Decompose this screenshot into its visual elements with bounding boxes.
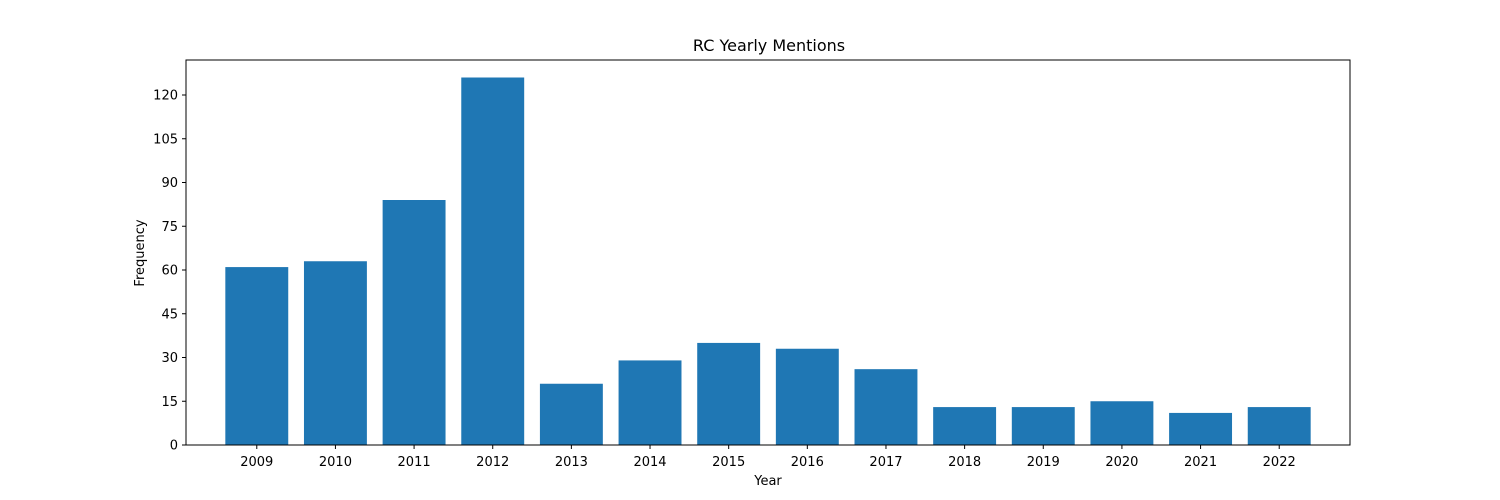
bar-2021 — [1169, 412, 1233, 445]
x-tick-label: 2019 — [1027, 455, 1060, 470]
bar-2009 — [225, 267, 289, 445]
bar-2011 — [382, 200, 446, 445]
y-tick-label: 45 — [161, 307, 178, 322]
x-tick-label: 2020 — [1105, 455, 1138, 470]
bar-2013 — [539, 383, 603, 445]
y-tick-label: 120 — [153, 89, 178, 104]
x-tick-label: 2014 — [633, 455, 666, 470]
y-tick-label: 75 — [161, 220, 178, 235]
x-tick-label: 2018 — [948, 455, 981, 470]
x-tick-label: 2017 — [869, 455, 902, 470]
bar-2016 — [775, 348, 839, 445]
x-tick-label: 2021 — [1184, 455, 1217, 470]
y-tick-label: 60 — [161, 264, 178, 279]
bar-2014 — [618, 360, 682, 445]
bar-2017 — [854, 369, 918, 445]
y-tick-label: 90 — [161, 176, 178, 191]
bar-2015 — [697, 342, 761, 445]
plot-frame — [185, 59, 1351, 446]
chart-title: RC Yearly Mentions — [693, 36, 845, 55]
bar-2012 — [461, 77, 525, 445]
x-tick-label: 2015 — [712, 455, 745, 470]
x-tick-label: 2012 — [476, 455, 509, 470]
y-ticks-group: 0 15 30 45 60 75 90 105 120 — [153, 89, 186, 454]
x-axis-label: Year — [753, 474, 782, 489]
y-tick-label: 30 — [161, 351, 178, 366]
x-ticks-group: 2009 2010 2011 2012 2013 2014 2015 2016 2017 2018… — [240, 445, 1296, 470]
bar-2010 — [303, 261, 367, 445]
x-tick-label: 2009 — [240, 455, 273, 470]
y-axis-label: Frequency — [133, 219, 148, 286]
bar-2022 — [1247, 407, 1311, 445]
bar-2018 — [933, 407, 997, 445]
x-tick-label: 2022 — [1263, 455, 1296, 470]
x-tick-label: 2016 — [791, 455, 824, 470]
bar-2020 — [1090, 401, 1154, 445]
x-tick-label: 2011 — [398, 455, 431, 470]
y-tick-label: 15 — [161, 395, 178, 410]
x-tick-label: 2010 — [319, 455, 352, 470]
x-tick-label: 2013 — [555, 455, 588, 470]
bars-group — [225, 77, 1311, 445]
bar-2019 — [1011, 407, 1075, 445]
y-tick-label: 105 — [153, 132, 178, 147]
y-tick-label: 0 — [170, 439, 178, 454]
